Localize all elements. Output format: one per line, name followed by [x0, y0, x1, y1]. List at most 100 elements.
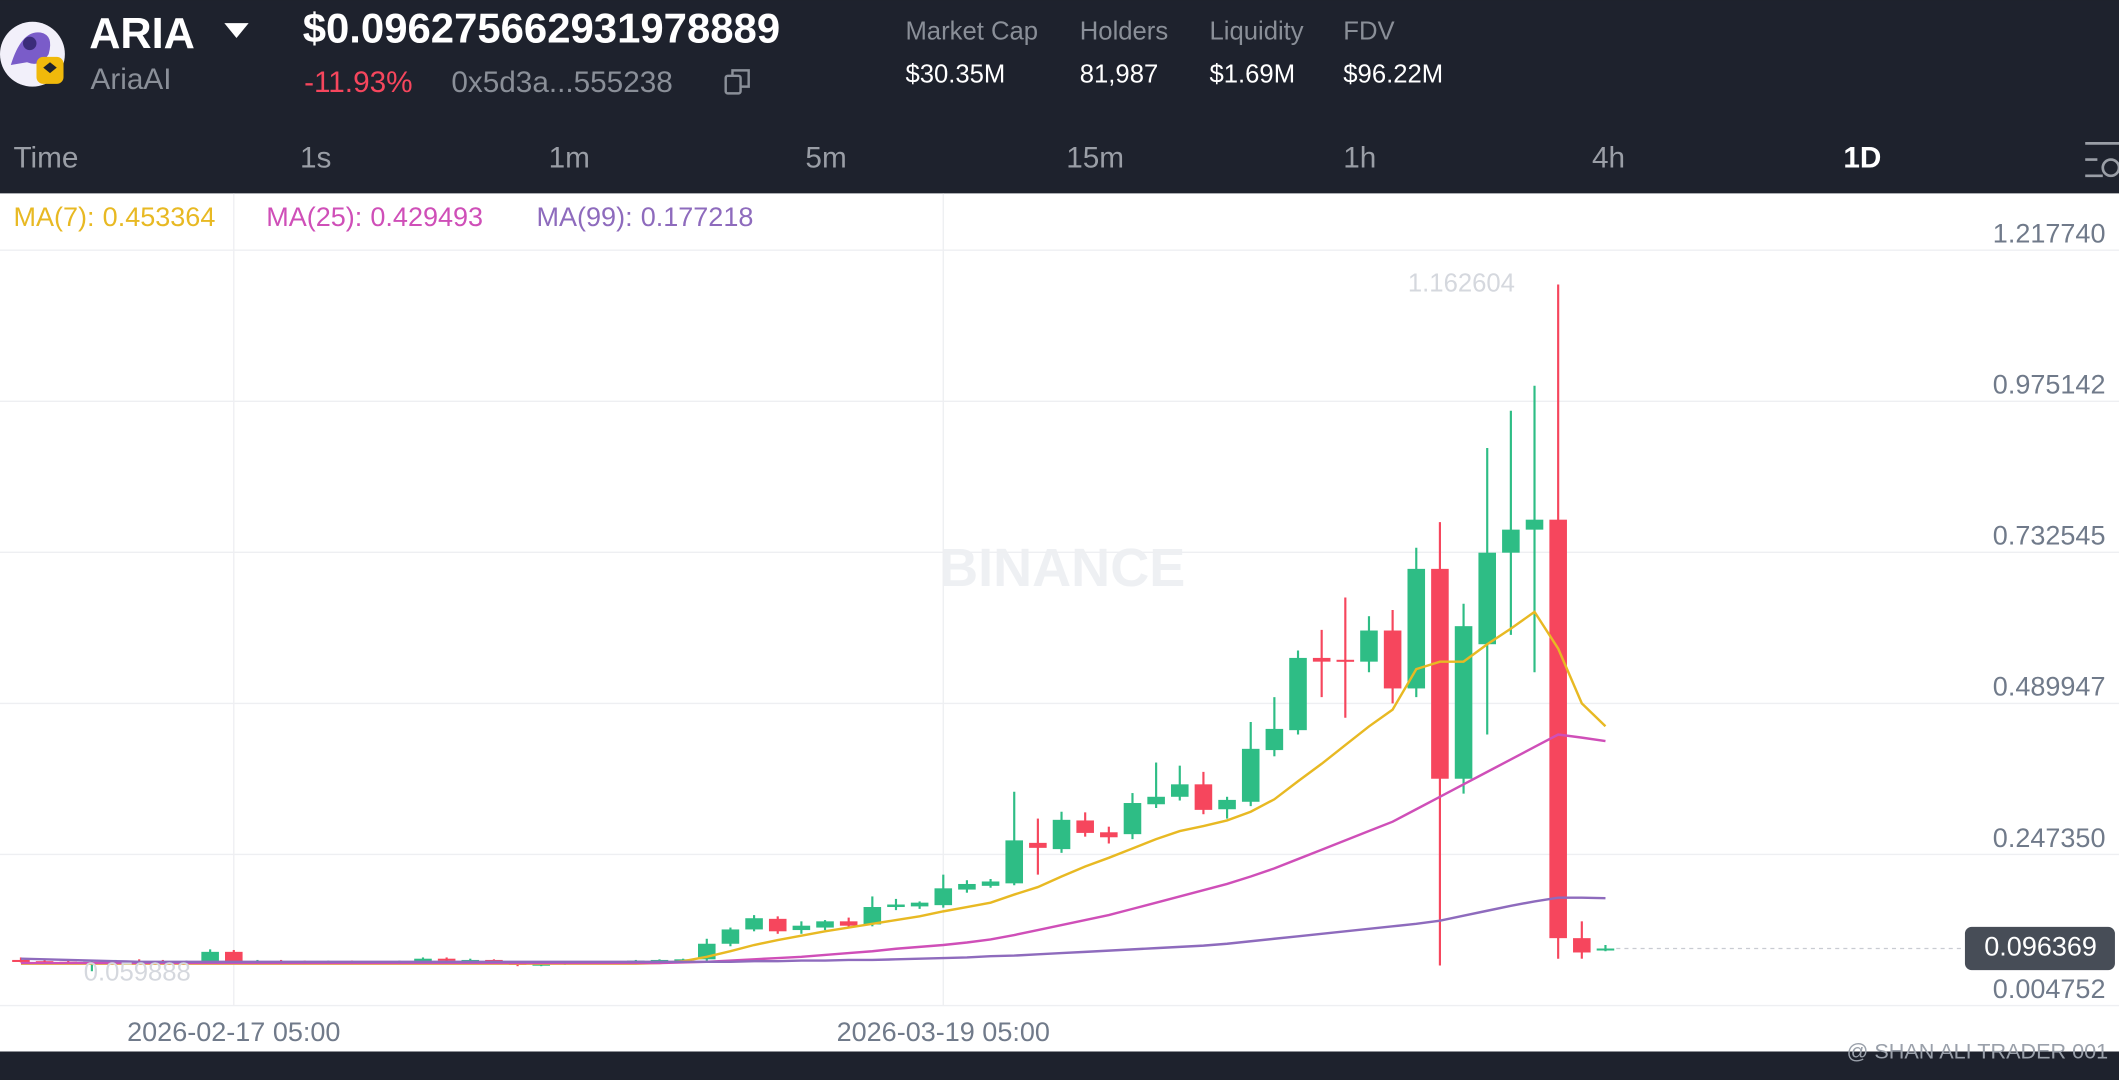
token-price: $0.096275662931978889	[303, 4, 780, 51]
stat-value: $96.22M	[1343, 61, 1443, 89]
token-symbol: ARIA	[89, 10, 195, 58]
legend-value: 0.453364	[103, 202, 216, 232]
candle-body	[792, 925, 811, 931]
x-tick-label: 2026-03-19 05:00	[837, 1017, 1050, 1047]
candle-body	[1454, 626, 1473, 779]
tab[interactable]: 5m	[805, 141, 846, 174]
candle-body	[1360, 630, 1378, 662]
header-bg	[0, 0, 2119, 194]
legend-name: MA(7):	[14, 202, 95, 232]
candle-body	[745, 918, 763, 930]
candle-body	[1265, 728, 1284, 751]
candle-body	[225, 951, 243, 962]
candle-body	[1100, 832, 1118, 838]
candle-body	[958, 883, 976, 890]
ma-line	[20, 733, 1606, 965]
stat-label: Holders	[1080, 17, 1168, 45]
candle-body	[201, 951, 219, 962]
stat-value: $1.69M	[1210, 61, 1296, 89]
tab[interactable]: Time	[14, 141, 79, 174]
candle-body	[1052, 819, 1071, 850]
candle-body	[1383, 630, 1402, 689]
token-name: AriaAI	[91, 63, 172, 96]
x-tick-label: 2026-02-17 05:00	[127, 1017, 340, 1047]
price-change: -11.93%	[304, 66, 412, 99]
candle-body	[12, 959, 30, 962]
stat-value: 81,987	[1080, 61, 1158, 89]
high-label: 1.162604	[1408, 269, 1515, 297]
candle-body	[437, 958, 456, 961]
candle-body	[1502, 529, 1520, 553]
candle-body	[1029, 842, 1047, 848]
candle-body	[1123, 803, 1142, 835]
contract-address: 0x5d3a...555238	[451, 66, 672, 99]
candle-body	[816, 921, 834, 928]
chart: 1.217740 0.975142 0.732545 0.489947 0.247350…	[0, 193, 2119, 1047]
timeframe-tabs: Time 1s 1m 5m 15m 1h 4h 1D	[14, 141, 1882, 174]
y-tick-label: 0.004752	[1993, 974, 2106, 1004]
footer-watermark: @ SHAN ALI TRADER 001	[1846, 1039, 2108, 1064]
ma-line	[20, 896, 1606, 964]
legend-value: 0.429493	[370, 202, 483, 232]
candle-body	[1312, 657, 1331, 662]
y-tick-label: 0.247350	[1993, 823, 2106, 853]
low-label: 0.059888	[84, 959, 191, 987]
candle-body	[910, 902, 929, 907]
candle-body	[414, 958, 432, 962]
dropdown-arrow[interactable]	[224, 23, 249, 38]
candle-body	[1478, 552, 1497, 645]
candle-body	[1549, 519, 1567, 939]
candle-body	[1076, 820, 1094, 833]
candle-body	[1431, 568, 1449, 779]
legend-entry: MA(25): 0.429493	[266, 202, 483, 232]
candle-body	[863, 907, 882, 925]
legend-name: MA(99):	[537, 202, 633, 232]
chart-watermark: BINANCE	[939, 538, 1185, 598]
candle-body	[1241, 748, 1260, 802]
legend-entry: MA(7): 0.453364	[14, 202, 216, 232]
y-tick-label: 0.975142	[1993, 370, 2106, 400]
tab[interactable]: 4h	[1592, 141, 1625, 174]
candle-body	[887, 904, 905, 908]
candle-body	[1170, 784, 1189, 797]
legend-value: 0.177218	[641, 202, 754, 232]
legend-entry: MA(99): 0.177218	[537, 202, 754, 232]
tab[interactable]: 15m	[1066, 141, 1124, 174]
tab[interactable]: 1m	[549, 141, 590, 174]
price-tag	[1964, 926, 2115, 971]
candle-body	[768, 918, 787, 932]
footer-bg	[0, 1051, 2119, 1080]
price-tag-label: 0.096369	[1984, 932, 2097, 962]
candle-body	[721, 929, 740, 944]
stat-label: FDV	[1343, 17, 1394, 45]
y-tick-label: 1.217740	[1993, 218, 2106, 248]
legend-name: MA(25):	[266, 202, 362, 232]
y-tick-label: 0.489947	[1993, 672, 2106, 702]
stat-value: $30.35M	[905, 61, 1005, 89]
candle-body	[1194, 784, 1213, 810]
tab[interactable]: 1s	[300, 141, 331, 174]
candle-body	[1147, 796, 1165, 805]
token-stats: Market Cap $30.35M Holders 81,987 Liquidity $…	[905, 17, 1443, 88]
candle-body	[1218, 799, 1236, 810]
candle-body	[1005, 840, 1024, 884]
candle-body	[839, 921, 858, 926]
candle-body	[1407, 568, 1426, 689]
candle-body	[1596, 948, 1615, 951]
chart-bg	[0, 193, 2119, 1052]
tab[interactable]: 1h	[1343, 141, 1376, 174]
copy-icon[interactable]	[724, 69, 750, 95]
candle-body	[934, 888, 953, 906]
tab-active[interactable]: 1D	[1843, 141, 1881, 174]
stat-label: Liquidity	[1210, 17, 1304, 45]
token-avatar[interactable]	[0, 21, 65, 87]
candle-body	[981, 881, 1000, 886]
candle-body	[1573, 938, 1591, 953]
chart-settings-icon[interactable]	[2085, 142, 2119, 178]
stat-label: Market Cap	[905, 17, 1038, 45]
candle-body	[1289, 657, 1307, 731]
y-tick-label: 0.732545	[1993, 521, 2106, 551]
candle-body	[1336, 659, 1355, 662]
candle-body	[1525, 519, 1544, 530]
